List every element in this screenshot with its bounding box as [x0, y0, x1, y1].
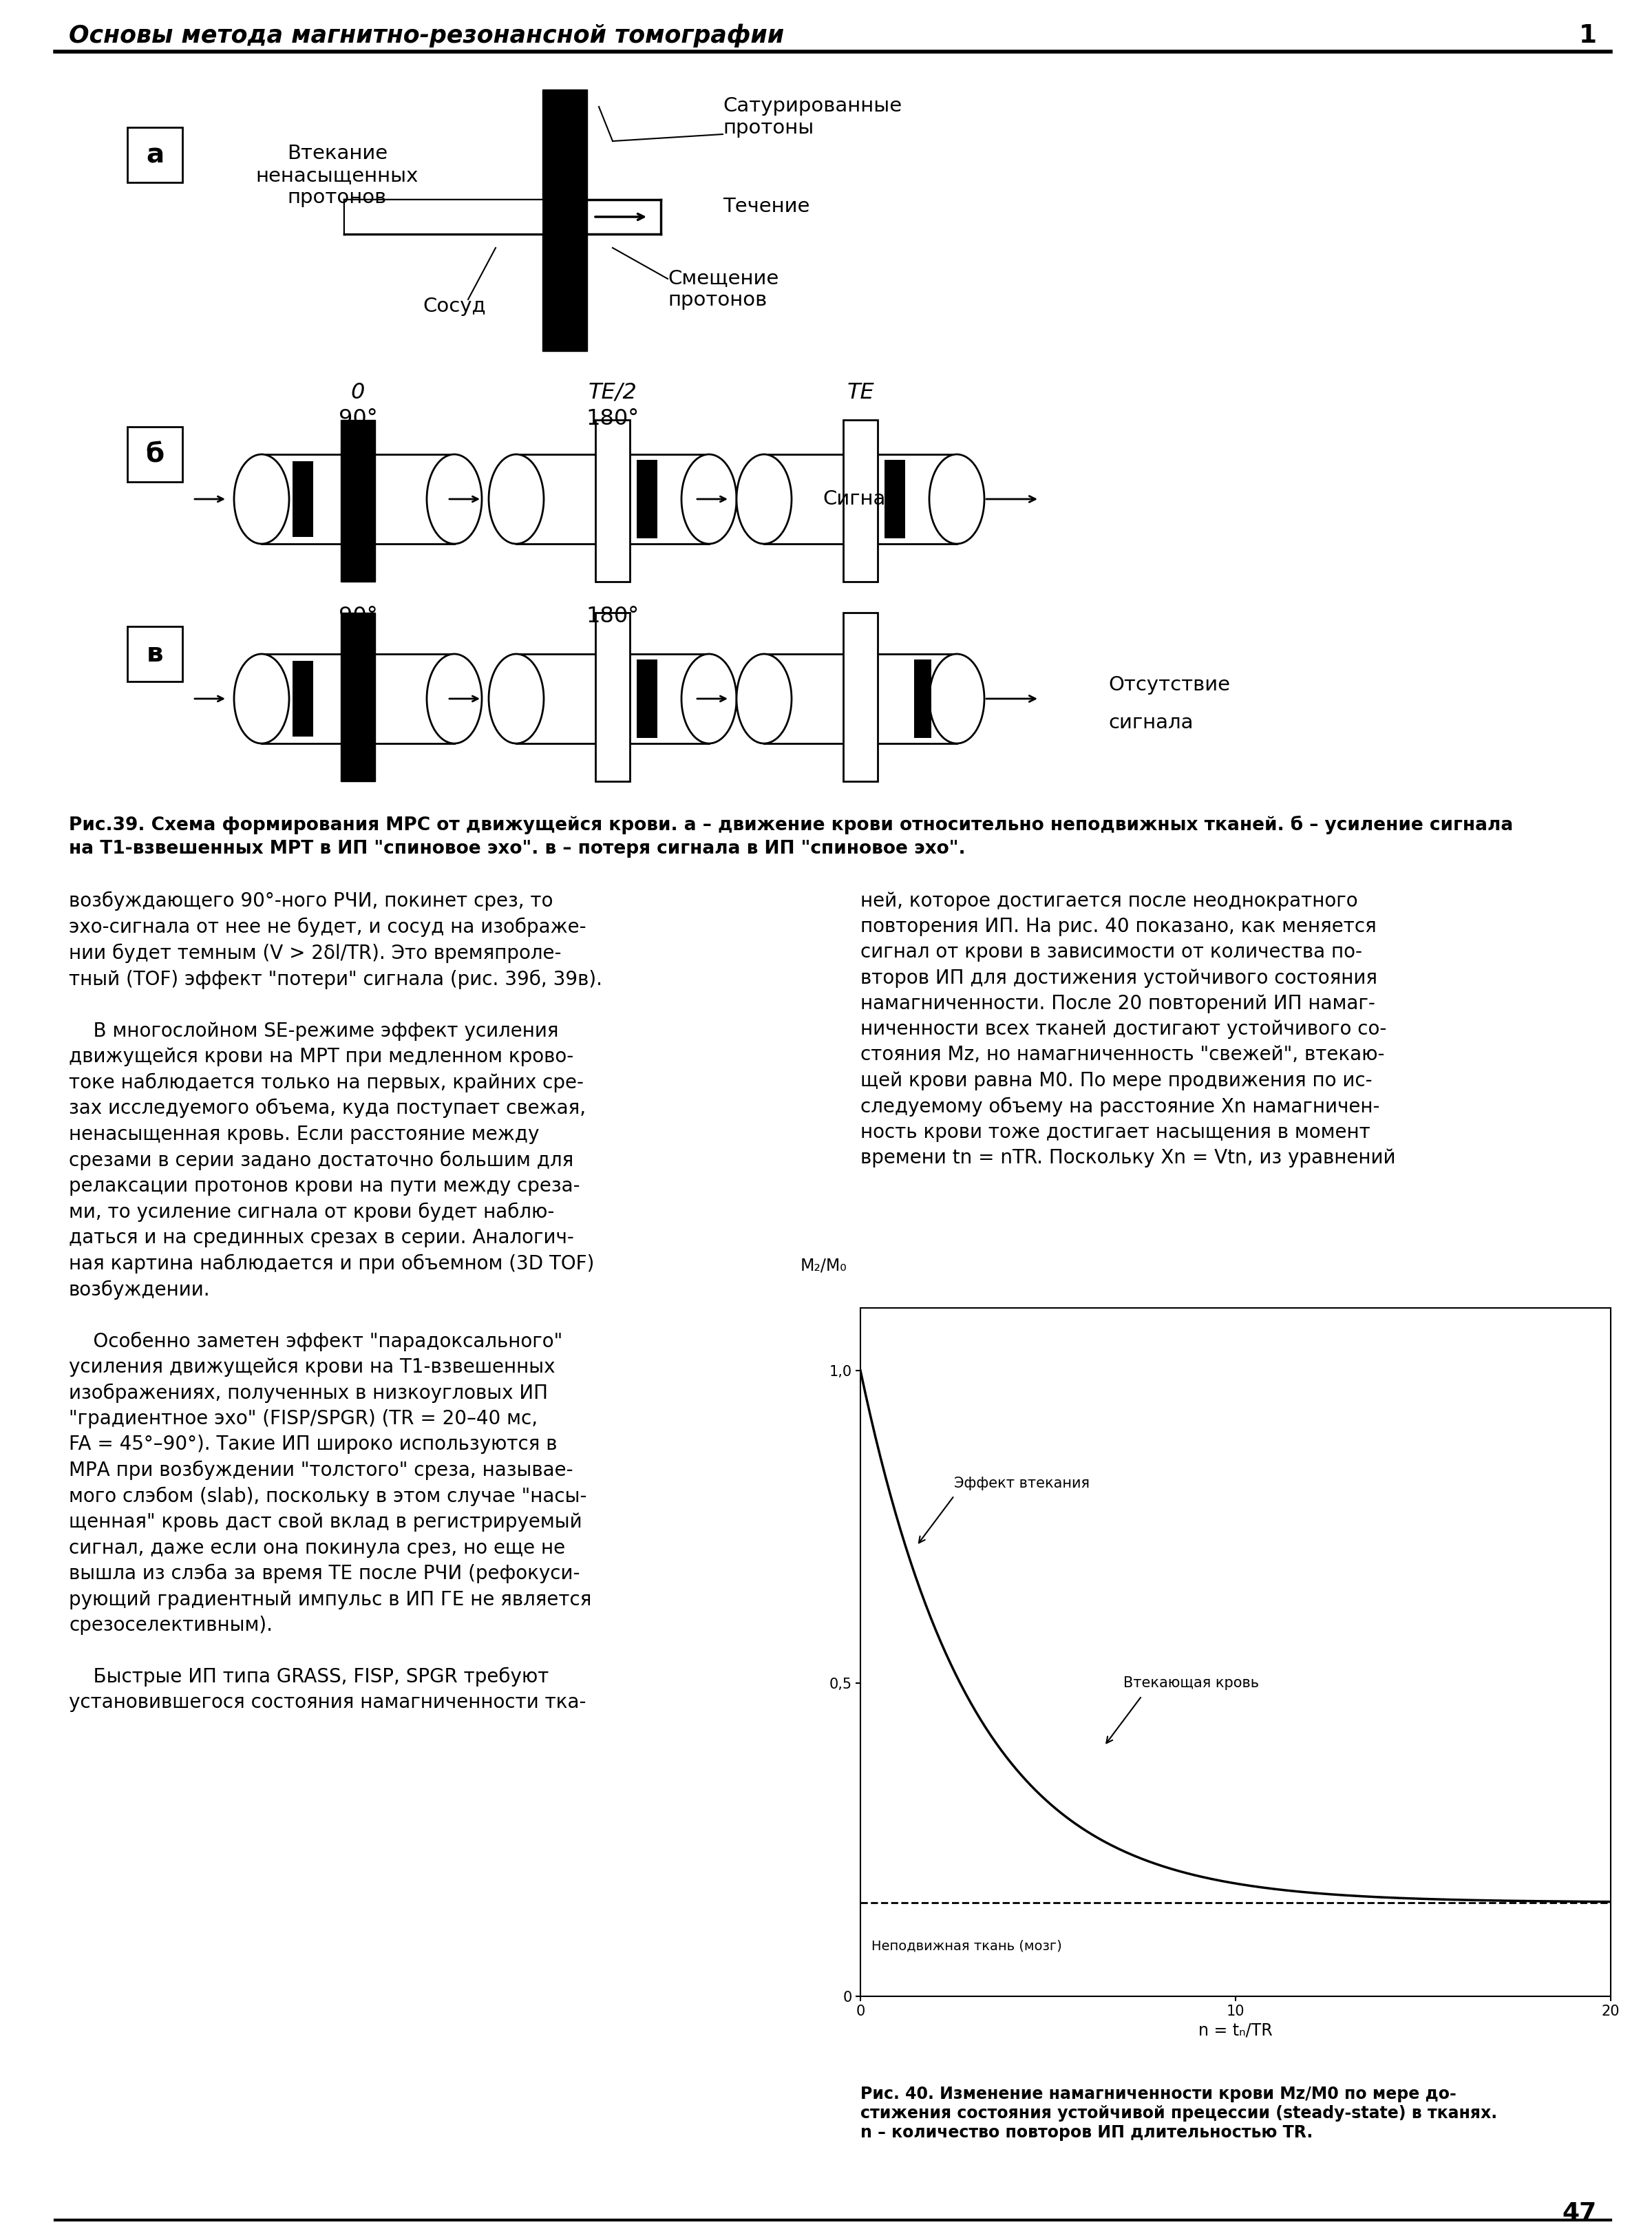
Ellipse shape	[682, 654, 737, 744]
Bar	[292, 461, 314, 538]
Text: 180°: 180°	[586, 605, 639, 627]
Ellipse shape	[928, 654, 985, 744]
Bar	[127, 428, 182, 482]
Bar	[261, 654, 454, 744]
Text: сигнала: сигнала	[1108, 712, 1193, 732]
Text: Рис. 40. Изменение намагниченности крови Mz/M0 по мере до-
стижения состояния ус: Рис. 40. Изменение намагниченности крови…	[861, 2085, 1497, 2141]
Bar	[843, 614, 877, 782]
Ellipse shape	[737, 455, 791, 544]
Bar	[914, 659, 932, 737]
Text: Течение: Течение	[724, 197, 809, 215]
Bar	[515, 654, 709, 744]
Text: Отсутствие: Отсутствие	[1108, 674, 1231, 694]
Ellipse shape	[489, 654, 544, 744]
Bar	[345, 199, 542, 233]
Ellipse shape	[235, 455, 289, 544]
Text: Рис.39. Схема формирования МРС от движущейся крови. а – движение крови относител: Рис.39. Схема формирования МРС от движущ…	[69, 815, 1513, 836]
Text: в: в	[147, 641, 164, 668]
Ellipse shape	[737, 654, 791, 744]
Text: Сатурированные
протоны: Сатурированные протоны	[724, 96, 902, 139]
Text: Смещение
протонов: Смещение протонов	[667, 269, 778, 309]
Bar	[636, 659, 657, 737]
Text: а: а	[145, 141, 164, 168]
X-axis label: n = tₙ/TR: n = tₙ/TR	[1198, 2023, 1272, 2038]
Bar	[843, 419, 877, 582]
Bar	[515, 455, 709, 544]
Bar	[763, 455, 957, 544]
Ellipse shape	[426, 654, 482, 744]
Text: Втекание
ненасыщенных
протонов: Втекание ненасыщенных протонов	[256, 143, 418, 208]
Bar	[636, 459, 657, 538]
Bar	[292, 661, 314, 737]
Text: TE/2: TE/2	[588, 381, 638, 403]
Text: 90°: 90°	[339, 408, 377, 430]
Text: ней, которое достигается после неоднократного
повторения ИП. На рис. 40 показано: ней, которое достигается после неоднокра…	[861, 892, 1396, 1167]
Text: Сигнал: Сигнал	[823, 491, 899, 508]
Ellipse shape	[426, 455, 482, 544]
Bar	[542, 90, 586, 352]
Text: 180°: 180°	[586, 408, 639, 430]
Bar	[127, 128, 182, 181]
Ellipse shape	[235, 654, 289, 744]
Bar	[127, 627, 182, 681]
Text: M₂/M₀: M₂/M₀	[800, 1257, 847, 1275]
Bar	[340, 614, 375, 782]
Text: Втекающая кровь: Втекающая кровь	[1123, 1676, 1259, 1691]
Bar	[884, 459, 905, 538]
Text: Основы метода магнитно-резонансной томографии: Основы метода магнитно-резонансной томог…	[69, 25, 785, 47]
Ellipse shape	[682, 455, 737, 544]
Ellipse shape	[928, 455, 985, 544]
Text: Эффект втекания: Эффект втекания	[955, 1476, 1090, 1490]
Bar	[595, 419, 629, 582]
Text: Сосуд: Сосуд	[423, 296, 486, 316]
Text: возбуждающего 90°-ного РЧИ, покинет срез, то
эхо-сигнала от нее не будет, и сосу: возбуждающего 90°-ного РЧИ, покинет срез…	[69, 892, 603, 1711]
Text: 0: 0	[350, 381, 365, 403]
Bar	[261, 455, 454, 544]
Bar	[763, 654, 957, 744]
Ellipse shape	[489, 455, 544, 544]
Text: б: б	[145, 441, 164, 468]
Bar	[595, 614, 629, 782]
Text: Неподвижная ткань (мозг): Неподвижная ткань (мозг)	[872, 1940, 1062, 1953]
Text: на Т1-взвешенных МРТ в ИП "спиновое эхо". в – потеря сигнала в ИП "спиновое эхо": на Т1-взвешенных МРТ в ИП "спиновое эхо"…	[69, 840, 965, 858]
Text: 1: 1	[1579, 22, 1597, 49]
Text: 47: 47	[1563, 2202, 1597, 2224]
Text: 90°: 90°	[339, 605, 377, 627]
Bar	[340, 419, 375, 582]
Text: TE: TE	[847, 381, 874, 403]
